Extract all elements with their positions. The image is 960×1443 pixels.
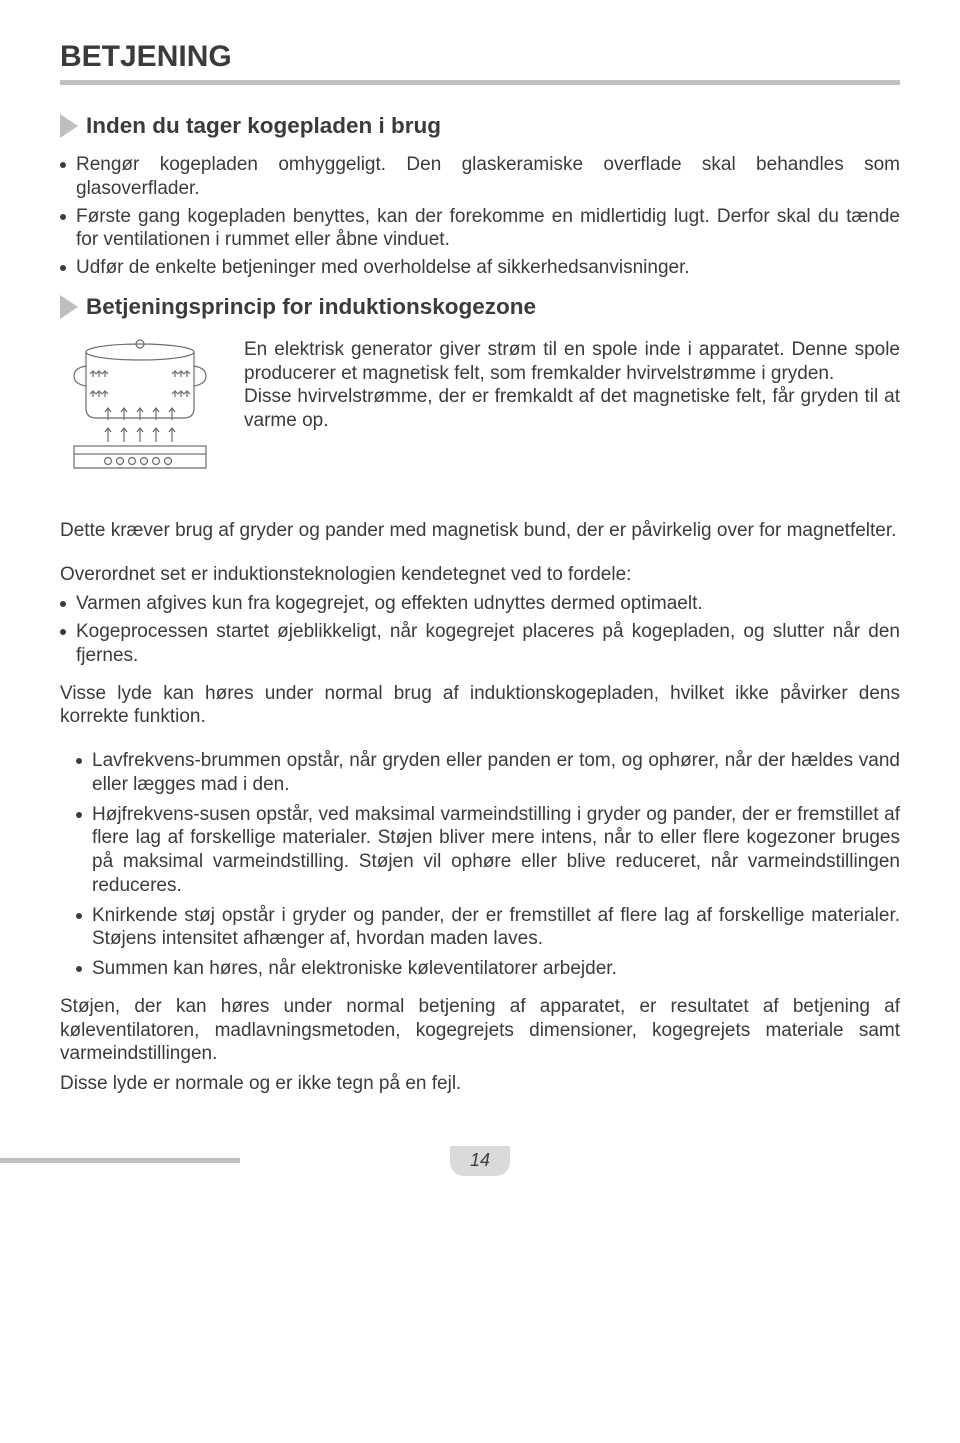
bullet-text: Lavfrekvens-brummen opstår, når gryden e… (92, 749, 900, 797)
list-item: Summen kan høres, når elektroniske kølev… (76, 957, 900, 981)
subheading-before-use: Inden du tager kogepladen i brug (60, 113, 900, 139)
bullet-list-3: Lavfrekvens-brummen opstår, når gryden e… (60, 749, 900, 981)
list-item: Kogeprocessen startet øjeblikkeligt, når… (60, 620, 900, 668)
bullet-text: Kogeprocessen startet øjeblikkeligt, når… (76, 620, 900, 668)
induction-pot-diagram (60, 338, 220, 493)
bullet-text: Første gang kogepladen benyttes, kan der… (76, 205, 900, 253)
bullet-icon (76, 758, 82, 764)
paragraph: Visse lyde kan høres under normal brug a… (60, 682, 900, 730)
page-number: 14 (470, 1150, 490, 1171)
bullet-text: Varmen afgives kun fra kogegrejet, og ef… (76, 592, 900, 616)
list-item: Højfrekvens-susen opstår, ved maksimal v… (76, 803, 900, 898)
paragraph: Overordnet set er induktionsteknologien … (60, 563, 900, 587)
footer-bar (0, 1158, 240, 1163)
triangle-icon (60, 114, 78, 138)
page-title: BETJENING (60, 40, 900, 74)
bullet-text: Udfør de enkelte betjeninger med overhol… (76, 256, 900, 280)
bullet-icon (76, 812, 82, 818)
subheading-principle: Betjeningsprincip for induktionskogezone (60, 294, 900, 320)
list-item: Lavfrekvens-brummen opstår, når gryden e… (76, 749, 900, 797)
paragraph: Dette kræver brug af gryder og pander me… (60, 519, 900, 543)
page-footer: 14 (60, 1146, 900, 1186)
list-item: Udfør de enkelte betjeninger med overhol… (60, 256, 900, 280)
bullet-text: Knirkende støj opstår i gryder og pander… (92, 904, 900, 952)
bullet-icon (60, 265, 66, 271)
subheading-text: Inden du tager kogepladen i brug (86, 113, 441, 139)
list-item: Varmen afgives kun fra kogegrejet, og ef… (60, 592, 900, 616)
bullet-icon (60, 601, 66, 607)
bullet-icon (60, 214, 66, 220)
bullet-text: Rengør kogepladen omhyggeligt. Den glask… (76, 153, 900, 201)
bullet-icon (60, 162, 66, 168)
subheading-text: Betjeningsprincip for induktionskogezone (86, 294, 536, 320)
bullet-icon (76, 913, 82, 919)
bullet-icon (60, 629, 66, 635)
title-underline (60, 80, 900, 85)
principle-para-2: Disse hvirvelstrømme, der er fremkaldt a… (244, 385, 900, 433)
principle-para-1: En elektrisk generator giver strøm til e… (244, 338, 900, 386)
bullet-icon (76, 966, 82, 972)
list-item: Rengør kogepladen omhyggeligt. Den glask… (60, 153, 900, 201)
principle-row: En elektrisk generator giver strøm til e… (60, 338, 900, 493)
list-item: Knirkende støj opstår i gryder og pander… (76, 904, 900, 952)
bullet-list-2: Varmen afgives kun fra kogegrejet, og ef… (60, 592, 900, 667)
bullet-text: Summen kan høres, når elektroniske kølev… (92, 957, 900, 981)
list-item: Første gang kogepladen benyttes, kan der… (60, 205, 900, 253)
bullet-text: Højfrekvens-susen opstår, ved maksimal v… (92, 803, 900, 898)
page-number-box: 14 (450, 1146, 510, 1176)
paragraph: Støjen, der kan høres under normal betje… (60, 995, 900, 1066)
bullet-list-1: Rengør kogepladen omhyggeligt. Den glask… (60, 153, 900, 280)
triangle-icon (60, 295, 78, 319)
paragraph: Disse lyde er normale og er ikke tegn på… (60, 1072, 900, 1096)
principle-text: En elektrisk generator giver strøm til e… (244, 338, 900, 433)
